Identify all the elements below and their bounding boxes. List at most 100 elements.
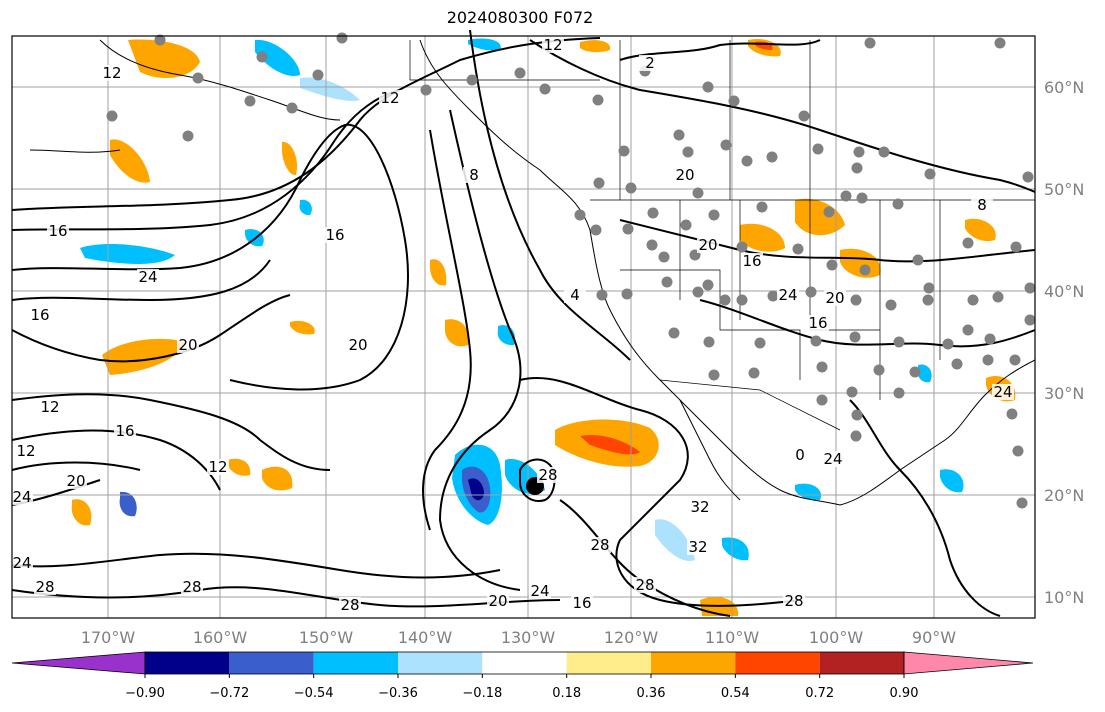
colorbar-tick-label: −0.18 bbox=[462, 686, 502, 701]
contour-line bbox=[11, 89, 401, 231]
station-dot bbox=[741, 155, 753, 167]
station-dot bbox=[892, 198, 904, 210]
contour-label-bg bbox=[177, 337, 199, 353]
station-dot bbox=[798, 110, 810, 122]
station-dot bbox=[154, 34, 166, 46]
contour-label: 24 bbox=[138, 268, 157, 286]
latitude-labels: 60°N 50°N 40°N 30°N 20°N 10°N bbox=[1044, 78, 1084, 607]
longitude-label: 110°W bbox=[705, 628, 760, 647]
contour-label-bg bbox=[687, 539, 709, 555]
contour-label: 20 bbox=[675, 166, 694, 184]
contour-label: 8 bbox=[469, 166, 479, 184]
contour-label-bg bbox=[101, 65, 123, 81]
negative-patch bbox=[795, 483, 822, 501]
station-dot bbox=[106, 110, 118, 122]
colorbar-segment bbox=[735, 652, 820, 674]
station-dot bbox=[646, 239, 658, 251]
contour-label: 16 bbox=[808, 314, 827, 332]
contour-label-bg bbox=[207, 459, 229, 475]
contour-line bbox=[529, 39, 1036, 193]
contour-label-bg bbox=[15, 443, 37, 459]
contour-label: 16 bbox=[742, 252, 761, 270]
positive-patch bbox=[228, 458, 251, 476]
contour-label: 24 bbox=[530, 582, 549, 600]
station-dot bbox=[621, 288, 633, 300]
political-borders bbox=[409, 40, 1035, 431]
contour-label-bg bbox=[822, 451, 844, 467]
contour-line bbox=[11, 123, 409, 391]
station-dot bbox=[680, 219, 692, 231]
station-dot bbox=[859, 264, 871, 276]
contour-label-bg bbox=[529, 583, 551, 599]
contour-line bbox=[11, 552, 501, 579]
contour-label-bg bbox=[634, 577, 656, 593]
station-dot bbox=[766, 151, 778, 163]
contour-label: 28 bbox=[784, 592, 803, 610]
contour-label: 16 bbox=[30, 306, 49, 324]
contour-label-bg bbox=[689, 499, 711, 515]
station-dot bbox=[719, 294, 731, 306]
station-dot bbox=[1012, 445, 1024, 457]
contour-label-bg bbox=[807, 315, 829, 331]
positive-patch bbox=[128, 39, 200, 78]
contour-label: 28 bbox=[538, 466, 557, 484]
contour-label: 16 bbox=[325, 226, 344, 244]
station-dot bbox=[1016, 497, 1028, 509]
colorbar-tick-label: −0.36 bbox=[378, 686, 418, 701]
station-dot bbox=[708, 369, 720, 381]
contour-label-bg bbox=[564, 287, 586, 303]
contour-label-bg bbox=[11, 489, 33, 505]
coastline bbox=[29, 149, 121, 153]
negative-patch bbox=[300, 77, 360, 101]
station-dot bbox=[853, 146, 865, 158]
contour-label: 20 bbox=[698, 236, 717, 254]
negative-patch bbox=[655, 519, 695, 561]
contour-label: 12 bbox=[208, 458, 227, 476]
contour-label-bg bbox=[824, 290, 846, 306]
contour-label: 28 bbox=[635, 576, 654, 594]
contour-label-bg bbox=[487, 593, 509, 609]
station-dot bbox=[922, 294, 934, 306]
longitude-labels: 170°W 160°W 150°W 140°W 130°W 120°W 110°W 100°W… bbox=[81, 628, 956, 647]
station-dot bbox=[840, 190, 852, 202]
station-dot bbox=[682, 146, 694, 158]
latitude-label: 60°N bbox=[1044, 78, 1084, 97]
station-dot bbox=[593, 177, 605, 189]
station-dot bbox=[192, 72, 204, 84]
contour-label: 4 bbox=[570, 286, 580, 304]
station-dot bbox=[994, 37, 1006, 49]
contour-label-bg bbox=[542, 37, 564, 53]
station-dot bbox=[967, 294, 979, 306]
station-dot bbox=[767, 290, 779, 302]
station-dot bbox=[893, 387, 905, 399]
graticule-grid bbox=[12, 36, 1035, 618]
station-dot bbox=[924, 168, 936, 180]
contour-label-bg bbox=[741, 253, 763, 269]
station-dot bbox=[647, 207, 659, 219]
colorbar-segment bbox=[313, 652, 398, 674]
colorbar-tick-labels: −0.90 −0.72 −0.54 −0.36 −0.18 0.18 0.36 0.54 0.7… bbox=[125, 674, 918, 701]
station-dot bbox=[618, 145, 630, 157]
negative-patch bbox=[255, 39, 300, 76]
station-dot bbox=[846, 386, 858, 398]
colorbar-max-arrow bbox=[903, 651, 1034, 675]
station-dot bbox=[574, 209, 586, 221]
positive-patch bbox=[102, 338, 185, 375]
station-dot bbox=[826, 259, 838, 271]
station-dot bbox=[878, 146, 890, 158]
station-dot bbox=[539, 83, 551, 95]
contour-label: 24 bbox=[12, 554, 31, 572]
station-dot bbox=[728, 95, 740, 107]
station-dot bbox=[420, 84, 432, 96]
coastline bbox=[839, 359, 1036, 506]
contour-label-bg bbox=[11, 555, 33, 571]
station-dot bbox=[244, 95, 256, 107]
station-dot bbox=[962, 324, 974, 336]
station-dot bbox=[312, 69, 324, 81]
contour-label-bg bbox=[65, 473, 87, 489]
contour-label: 12 bbox=[40, 398, 59, 416]
longitude-label: 150°W bbox=[299, 628, 354, 647]
contour-line bbox=[11, 294, 291, 363]
contour-label: 2 bbox=[645, 54, 655, 72]
